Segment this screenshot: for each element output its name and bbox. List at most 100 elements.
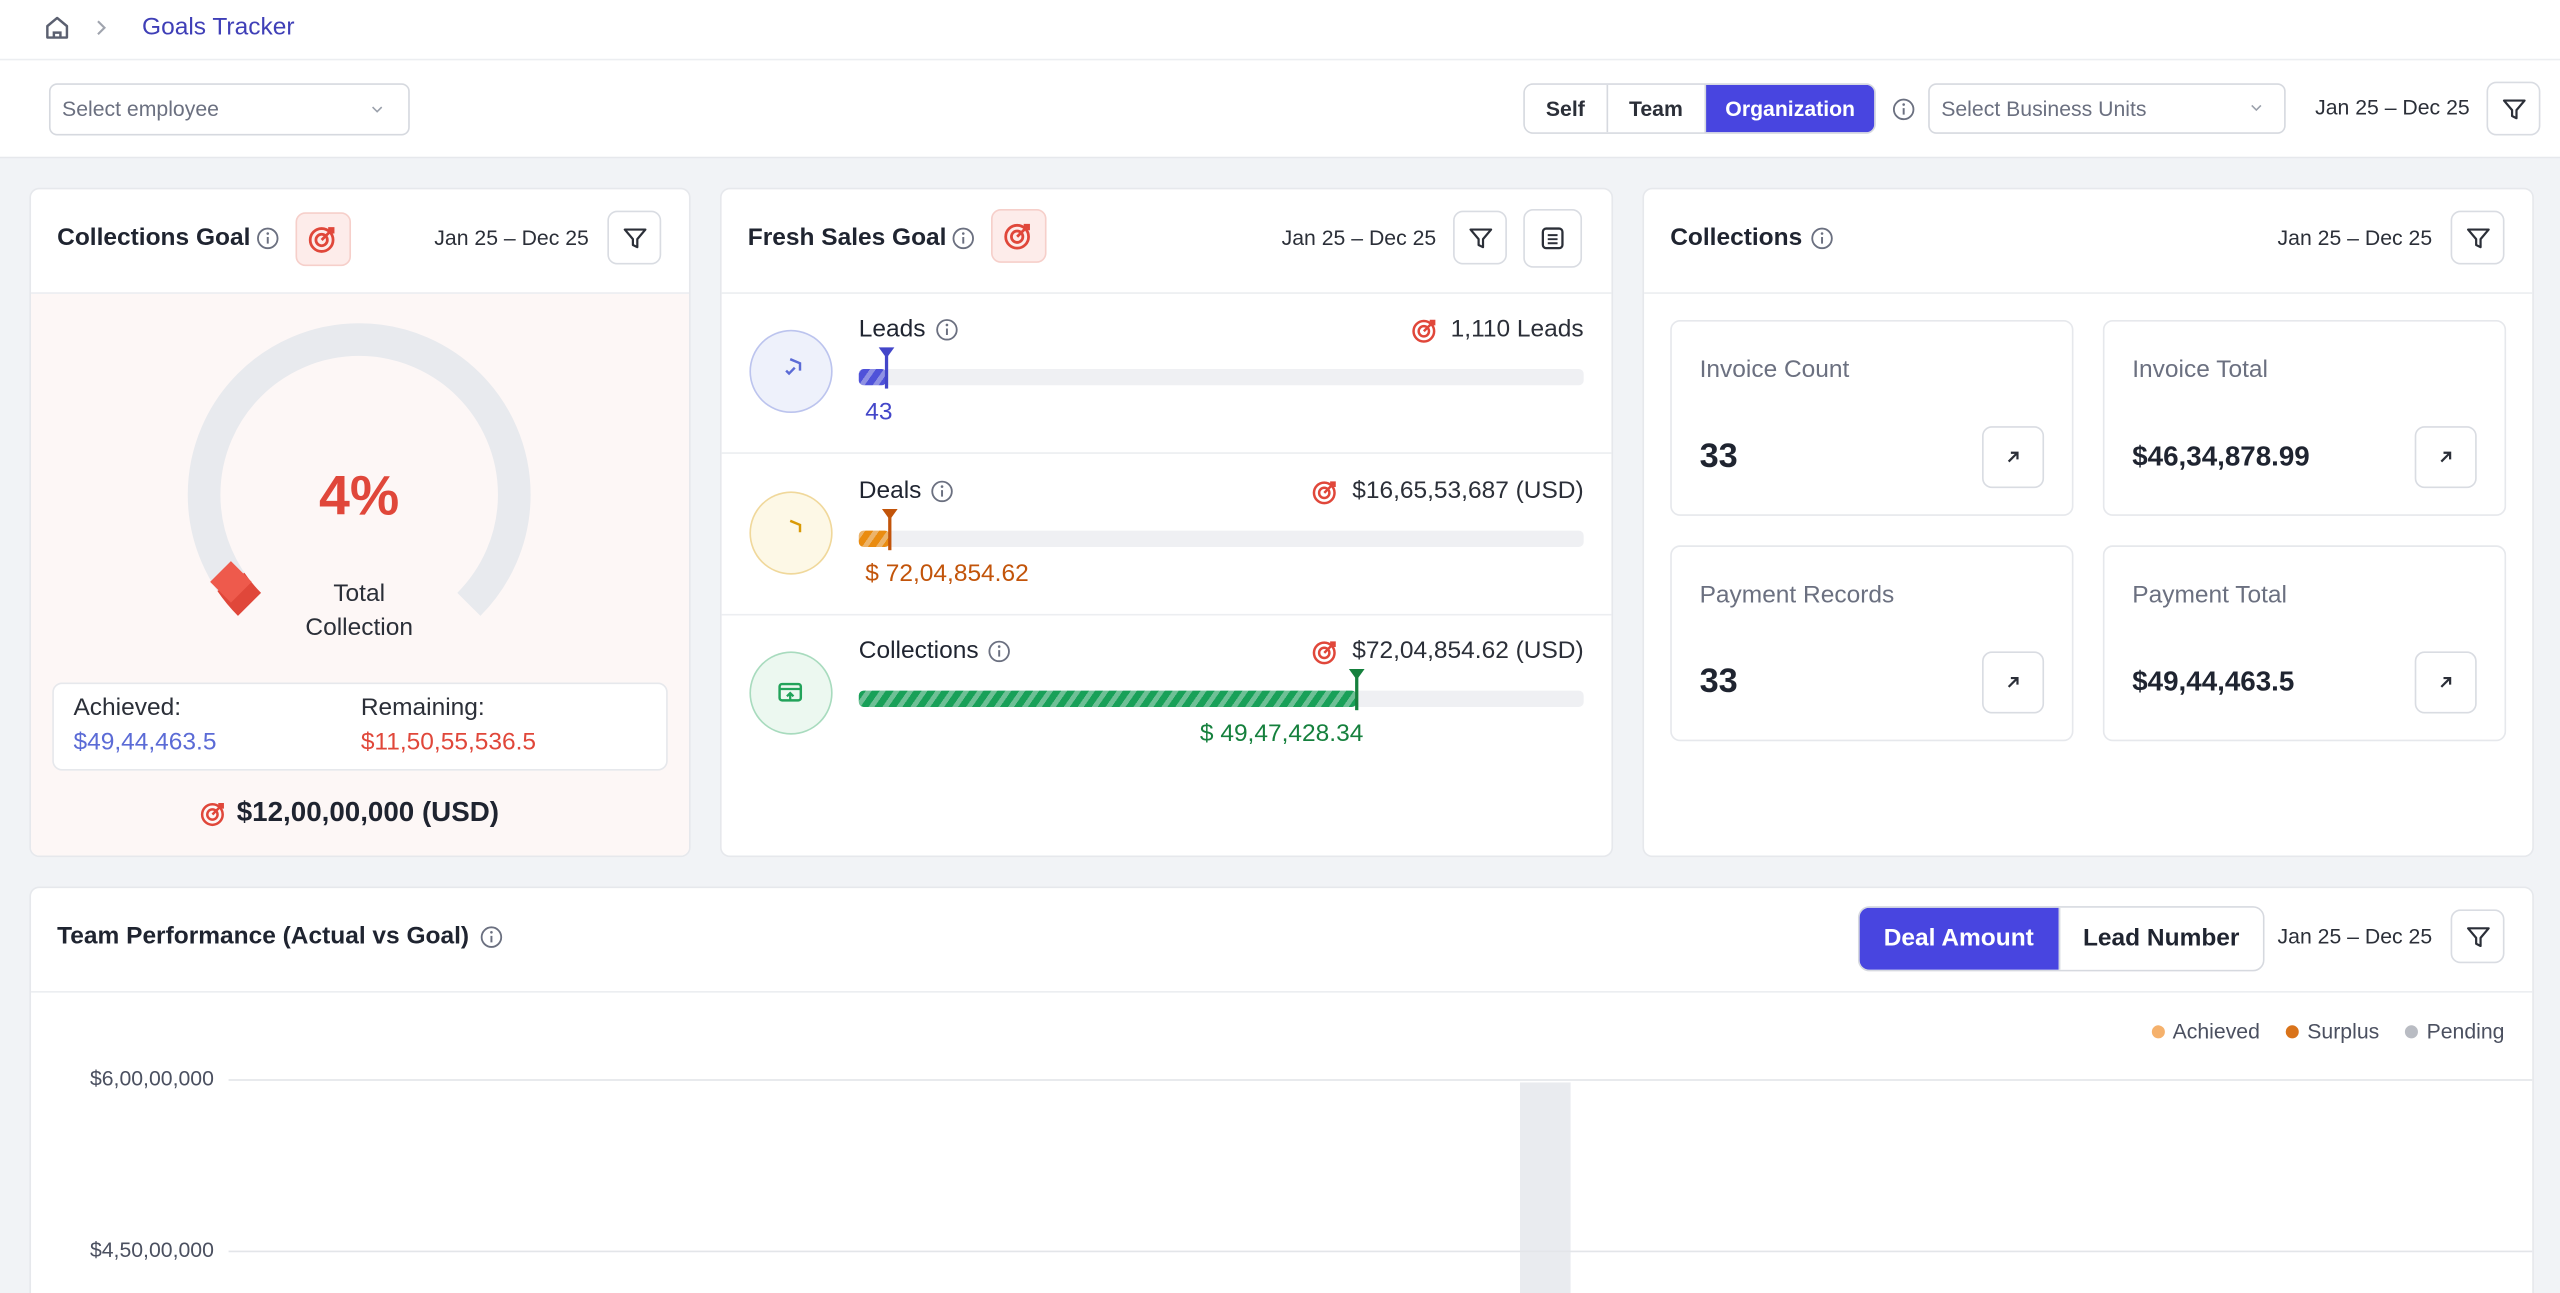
y-tick-label: $4,50,00,000	[89, 1237, 214, 1263]
stat-value: 33	[1699, 662, 1738, 701]
metric-toggle-option[interactable]: Deal Amount	[1859, 907, 2058, 970]
gauge-caption: Total Collection	[305, 579, 413, 642]
target-icon	[1313, 480, 1337, 504]
progress-marker	[885, 355, 889, 389]
metric-toggle-option[interactable]: Lead Number	[2057, 907, 2263, 970]
stat-value: 33	[1699, 437, 1738, 476]
grid-line	[228, 1079, 2533, 1081]
list-icon	[1541, 227, 1564, 250]
divider	[721, 292, 1612, 294]
progress-marker-head	[882, 508, 898, 520]
hover-column	[1520, 1082, 1571, 1293]
scope-tab[interactable]: Self	[1524, 84, 1606, 133]
goal-icon	[778, 682, 803, 702]
filter-button[interactable]	[607, 210, 662, 265]
list-button[interactable]	[1523, 208, 1583, 268]
goal-actual: $ 72,04,854.62	[865, 559, 1029, 587]
gauge-track	[187, 323, 531, 616]
stat-label: Invoice Count	[1699, 355, 1850, 384]
employee-placeholder: Select employee	[62, 96, 219, 121]
goal-target: $12,00,00,000 (USD)	[236, 796, 500, 828]
legend-label: Achieved	[2172, 1018, 2260, 1044]
achieved-value: $49,44,463.5	[73, 728, 217, 756]
arrow-icon	[2440, 676, 2452, 688]
summary-box	[52, 682, 668, 771]
select-chevron	[2251, 104, 2262, 112]
goal-label: Collections	[858, 636, 979, 665]
home-icon[interactable]	[42, 13, 71, 42]
target-icon	[308, 227, 335, 253]
goal-icon	[785, 358, 802, 376]
achieved-label: Achieved:	[73, 693, 182, 722]
progress-marker	[1355, 677, 1359, 711]
remaining-value: $11,50,55,536.5	[360, 728, 537, 756]
progress-track	[858, 368, 1584, 386]
top-bar: Goals Tracker	[0, 0, 2560, 61]
business-units-placeholder: Select Business Units	[1941, 96, 2147, 121]
fresh-sales-goal-card	[720, 187, 1614, 858]
filter-icon	[622, 227, 646, 248]
date-range: Jan 25 – Dec 25	[434, 225, 589, 250]
scope-tab[interactable]: Organization	[1704, 84, 1875, 133]
goal-icon-circle	[749, 329, 833, 414]
breadcrumb-chevron	[97, 20, 106, 36]
info-icon	[1811, 227, 1833, 250]
employee-select[interactable]: Select employee	[48, 83, 410, 136]
goal-target: $16,65,53,687 (USD)	[1352, 475, 1584, 504]
progress-fill	[858, 368, 888, 386]
legend-item: Achieved	[2151, 1016, 2260, 1049]
scope-tab[interactable]: Team	[1605, 84, 1705, 133]
progress-marker-head	[1348, 669, 1365, 680]
filter-icon	[2466, 227, 2489, 248]
card-title: Collections	[1670, 223, 1803, 252]
filter-button[interactable]	[1453, 210, 1507, 265]
legend-swatch	[2151, 1025, 2165, 1039]
info-icon	[989, 640, 1011, 663]
date-range: Jan 25 – Dec 25	[2315, 94, 2470, 120]
info-icon	[931, 479, 954, 502]
arrow-icon	[2007, 451, 2019, 463]
legend-swatch	[2405, 1025, 2419, 1039]
date-range: Jan 25 – Dec 25	[1281, 225, 1437, 250]
card-title: Team Performance (Actual vs Goal)	[57, 922, 470, 951]
progress-track	[858, 529, 1584, 547]
divider	[31, 991, 2533, 993]
info-icon	[257, 227, 279, 250]
business-units-select[interactable]: Select Business Units	[1928, 83, 2286, 134]
progress-marker-head	[879, 347, 895, 359]
progress-fill	[858, 690, 1357, 707]
remaining-label: Remaining:	[360, 693, 485, 722]
target-icon	[1411, 319, 1435, 343]
legend-swatch	[2286, 1025, 2300, 1039]
divider	[1644, 292, 2533, 294]
legend: Achieved Surplus Pending	[2151, 1016, 2504, 1049]
arrow-icon	[2440, 451, 2452, 463]
scope-tabs: Self Team Organization	[1523, 83, 1876, 134]
filter-button[interactable]	[2450, 909, 2505, 964]
progress-fill	[858, 529, 890, 547]
gauge-marker	[210, 561, 252, 603]
target-icon	[1313, 641, 1337, 665]
info-icon	[952, 227, 974, 250]
goal-target: 1,110 Leads	[1450, 315, 1584, 343]
goal-actual: 43	[865, 398, 893, 427]
goal-label: Leads	[858, 315, 926, 343]
stat-label: Invoice Total	[2132, 355, 2268, 384]
progress-marker	[888, 516, 892, 550]
target-icon	[200, 802, 224, 827]
arrow-icon	[2007, 676, 2019, 688]
filter-icon	[2466, 926, 2489, 947]
gauge-percent: 4%	[319, 465, 400, 528]
filter-button[interactable]	[2486, 81, 2541, 136]
goal-actual: $ 49,47,428.34	[1199, 720, 1364, 748]
gauge	[187, 323, 531, 616]
info-icon	[480, 926, 503, 948]
date-range: Jan 25 – Dec 25	[2277, 924, 2433, 949]
filter-button[interactable]	[2450, 210, 2505, 265]
goal-target: $72,04,854.62 (USD)	[1352, 636, 1584, 665]
legend-item: Surplus	[2286, 1016, 2379, 1049]
y-tick-label: $6,00,00,000	[89, 1066, 214, 1091]
breadcrumb-title[interactable]: Goals Tracker	[142, 13, 295, 41]
